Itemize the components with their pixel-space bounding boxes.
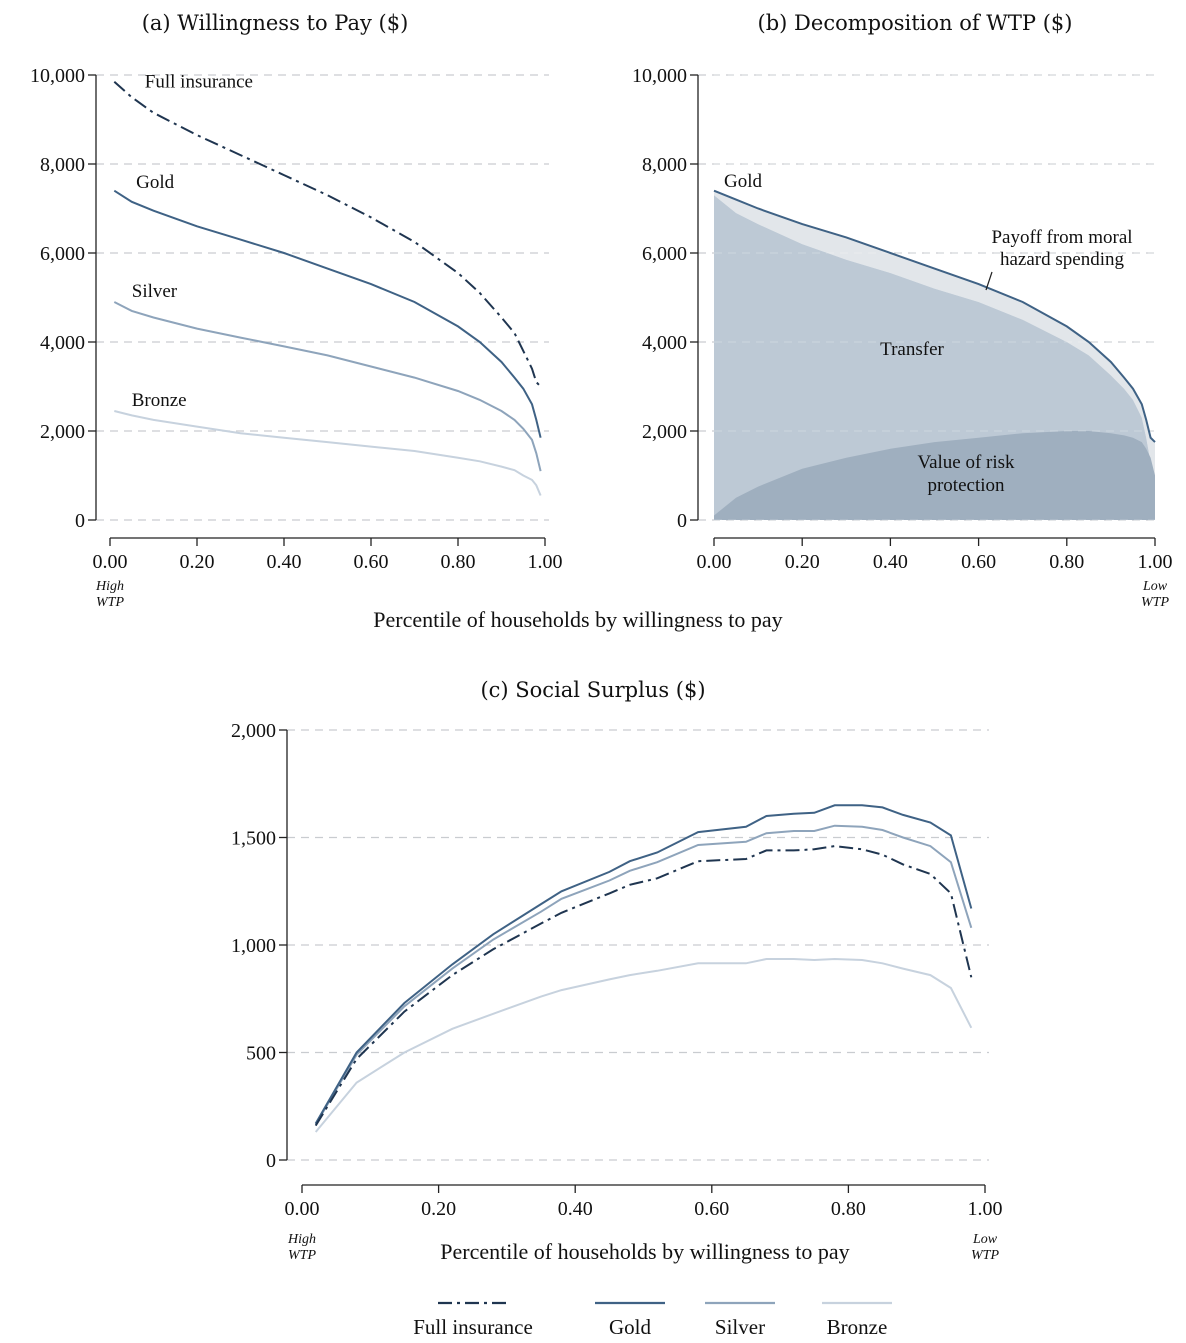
y-tick-label: 500 [246, 1043, 276, 1065]
series-label-full_insurance: Full insurance [145, 72, 253, 93]
legend-label-bronze: Bronze [827, 1315, 888, 1339]
y-tick-label: 8,000 [40, 154, 85, 176]
x-tick-label: 0.20 [421, 1198, 456, 1220]
moral-hazard-pointer [985, 271, 993, 291]
x-tick-label: 0.80 [831, 1198, 866, 1220]
risk-protection-area [714, 431, 1155, 520]
panel-b: (b) Decomposition of WTP ($) 0 2,000 4,000 6… [632, 11, 1173, 610]
panel-a-title: (a) Willingness to Pay ($) [142, 11, 409, 35]
series-label-gold: Gold [136, 172, 175, 193]
y-tick-label: 6,000 [40, 243, 85, 265]
y-tick-label: 4,000 [40, 332, 85, 354]
x-tick-label: 0.80 [441, 551, 476, 573]
series-label-bronze: Bronze [132, 390, 187, 411]
series-label-silver: Silver [132, 281, 178, 302]
x-axis-label: Percentile of households by willingness … [440, 1239, 849, 1264]
x-tick-label: 0.60 [694, 1198, 729, 1220]
x-tick-label: 1.00 [968, 1198, 1003, 1220]
y-tick-label: 0 [677, 510, 687, 532]
series-line-bronze [314, 957, 973, 1133]
y-tick-label: 4,000 [642, 332, 687, 354]
panel-c-title: (c) Social Surplus ($) [480, 678, 705, 702]
high-wtp-label: High WTP [287, 1232, 316, 1263]
y-tick-label: 2,000 [231, 720, 276, 742]
transfer-label: Transfer [880, 339, 944, 360]
low-wtp-label: Low WTP [971, 1232, 999, 1263]
legend-label-gold: Gold [609, 1315, 652, 1339]
y-tick-label: 2,000 [642, 421, 687, 443]
legend-label-silver: Silver [715, 1315, 765, 1339]
y-tick-label: 1,000 [231, 935, 276, 957]
y-tick-label: 10,000 [632, 65, 687, 87]
moral-hazard-label: Payoff from moral hazard spending [991, 227, 1132, 270]
y-tick-label: 6,000 [642, 243, 687, 265]
x-tick-label: 1.00 [528, 551, 563, 573]
y-tick-label: 0 [75, 510, 85, 532]
series-line-silver [113, 301, 542, 472]
y-tick-label: 2,000 [40, 421, 85, 443]
series-line-silver [314, 824, 973, 1126]
series-line-full_insurance [113, 80, 542, 388]
x-tick-label: 0.20 [785, 551, 820, 573]
x-tick-label: 0.40 [267, 551, 302, 573]
shared-x-axis-label: Percentile of households by willingness … [373, 607, 782, 632]
panel-a: (a) Willingness to Pay ($) 0 2,000 4,000 6,0… [30, 11, 563, 610]
series-label-gold: Gold [724, 171, 763, 192]
y-tick-label: 10,000 [30, 65, 85, 87]
moral-hazard-area [714, 190, 1155, 476]
x-tick-label: 0.20 [180, 551, 215, 573]
y-tick-label: 0 [266, 1150, 276, 1172]
low-wtp-label: Low WTP [1141, 579, 1169, 610]
x-tick-label: 0.60 [354, 551, 389, 573]
x-tick-label: 1.00 [1138, 551, 1173, 573]
series-line-gold [314, 804, 973, 1124]
legend: Full insurance Gold Silver Bronze [413, 1301, 892, 1339]
series-line-bronze [114, 410, 542, 496]
x-tick-label: 0.00 [93, 551, 128, 573]
x-tick-label: 0.80 [1049, 551, 1084, 573]
y-tick-label: 1,500 [231, 828, 276, 850]
high-wtp-label: High WTP [95, 579, 124, 610]
y-tick-label: 8,000 [642, 154, 687, 176]
x-tick-label: 0.00 [697, 551, 732, 573]
series-line-gold [113, 189, 542, 438]
panel-c: (c) Social Surplus ($) 0 500 1,000 1,500 2,00… [231, 678, 1003, 1264]
x-tick-label: 0.00 [285, 1198, 320, 1220]
x-tick-label: 0.40 [558, 1198, 593, 1220]
x-tick-label: 0.60 [961, 551, 996, 573]
risk-protection-label: Value of risk protection [917, 452, 1015, 496]
x-tick-label: 0.40 [873, 551, 908, 573]
series-line-full_insurance [314, 845, 973, 1127]
panel-b-title: (b) Decomposition of WTP ($) [758, 11, 1073, 35]
legend-label-full_insurance: Full insurance [413, 1315, 533, 1339]
series-line-gold [713, 189, 1156, 443]
